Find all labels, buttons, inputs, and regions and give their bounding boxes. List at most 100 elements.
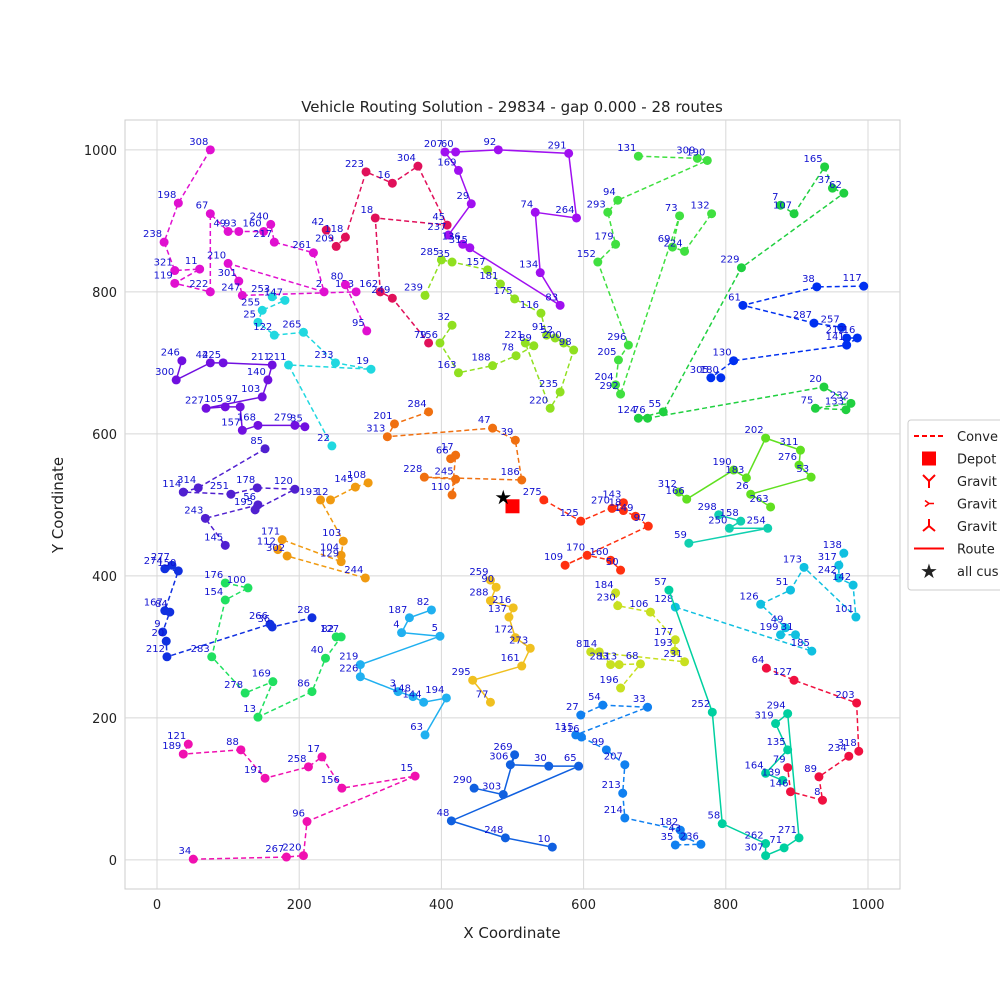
customer-node <box>159 237 169 247</box>
legend-label: Gravit <box>957 475 997 490</box>
node-label: 321 <box>154 258 173 269</box>
node-label: 264 <box>555 205 574 216</box>
customer-node <box>336 550 346 560</box>
node-label: 105 <box>204 394 223 405</box>
node-label: 103 <box>241 384 260 395</box>
customer-node <box>337 783 347 793</box>
x-tick-label: 200 <box>287 898 312 913</box>
node-label: 49 <box>213 218 226 229</box>
customer-node <box>576 516 586 526</box>
node-label: 57 <box>654 577 667 588</box>
customer-node <box>447 320 457 330</box>
node-label: 304 <box>397 153 416 164</box>
customer-node <box>535 268 545 278</box>
customer-node <box>260 773 270 783</box>
customer-node <box>616 683 626 693</box>
node-label: 296 <box>607 332 626 343</box>
customer-node <box>389 419 399 429</box>
legend-label: Route <box>957 543 995 558</box>
node-label: 180 <box>700 365 719 376</box>
customer-node <box>485 575 495 585</box>
customer-node <box>675 211 685 221</box>
node-label: 39 <box>501 427 514 438</box>
customer-node <box>505 760 515 770</box>
customer-node <box>253 317 263 327</box>
x-tick-label: 800 <box>713 898 738 913</box>
node-label: 143 <box>602 490 621 501</box>
customer-node <box>724 523 734 533</box>
customer-node <box>404 613 414 623</box>
node-label: 37 <box>818 175 831 186</box>
node-label: 182 <box>659 817 678 828</box>
customer-node <box>841 405 851 415</box>
node-label: 257 <box>821 314 840 325</box>
customer-node <box>606 660 616 670</box>
node-label: 209 <box>315 233 334 244</box>
customer-node <box>761 839 771 849</box>
node-label: 112 <box>257 537 276 548</box>
node-label: 100 <box>227 575 246 586</box>
customer-node <box>851 612 861 622</box>
customer-node <box>696 839 706 849</box>
customer-node <box>852 333 862 343</box>
node-label: 68 <box>626 651 639 662</box>
node-label: 291 <box>548 140 567 151</box>
customer-node <box>361 167 371 177</box>
customer-node <box>302 817 312 827</box>
x-tick-label: 600 <box>571 898 596 913</box>
node-label: 42 <box>311 217 324 228</box>
customer-node <box>259 226 269 236</box>
node-label: 188 <box>471 353 490 364</box>
node-label: 294 <box>767 701 786 712</box>
node-label: 4 <box>393 620 399 631</box>
node-label: 43 <box>668 823 681 834</box>
customer-node <box>670 646 680 656</box>
customer-node <box>290 420 300 430</box>
customer-node <box>453 368 463 378</box>
node-label: 130 <box>713 348 732 359</box>
node-label: 51 <box>776 577 789 588</box>
node-label: 96 <box>292 809 305 820</box>
customer-node <box>555 387 565 397</box>
customer-node <box>729 465 739 475</box>
node-label: 150 <box>157 558 176 569</box>
node-label: 295 <box>452 667 471 678</box>
node-label: 38 <box>802 274 815 285</box>
node-label: 198 <box>157 190 176 201</box>
node-label: 165 <box>804 154 823 165</box>
y-axis-label: Y Coordinate <box>49 457 67 554</box>
customer-node <box>839 548 849 558</box>
node-label: 275 <box>523 487 542 498</box>
legend-label: Conve <box>957 430 998 445</box>
customer-node <box>643 521 653 531</box>
node-label: 207 <box>424 139 443 150</box>
node-label: 54 <box>588 692 601 703</box>
customer-node <box>465 243 475 253</box>
customer-node <box>643 413 653 423</box>
customer-node <box>266 219 276 229</box>
node-label: 65 <box>564 753 577 764</box>
customer-node <box>226 489 236 499</box>
node-label: 82 <box>417 597 430 608</box>
node-label: 248 <box>484 825 503 836</box>
customer-node <box>756 599 766 609</box>
all-customers-star <box>495 489 511 505</box>
customer-node <box>783 709 793 719</box>
customer-node <box>253 712 263 722</box>
customer-node <box>593 257 603 267</box>
customer-node <box>330 358 340 368</box>
customer-node <box>307 687 317 697</box>
node-label: 205 <box>597 347 616 358</box>
customer-node <box>223 226 233 236</box>
customer-node <box>200 513 210 523</box>
customer-node <box>281 852 291 862</box>
customer-node <box>738 300 748 310</box>
customer-node <box>488 361 498 371</box>
customer-node <box>547 842 557 852</box>
customer-node <box>162 652 172 662</box>
node-label: 160 <box>243 218 262 229</box>
customer-node <box>243 583 253 593</box>
customer-node <box>508 603 518 613</box>
node-label: 202 <box>745 425 764 436</box>
